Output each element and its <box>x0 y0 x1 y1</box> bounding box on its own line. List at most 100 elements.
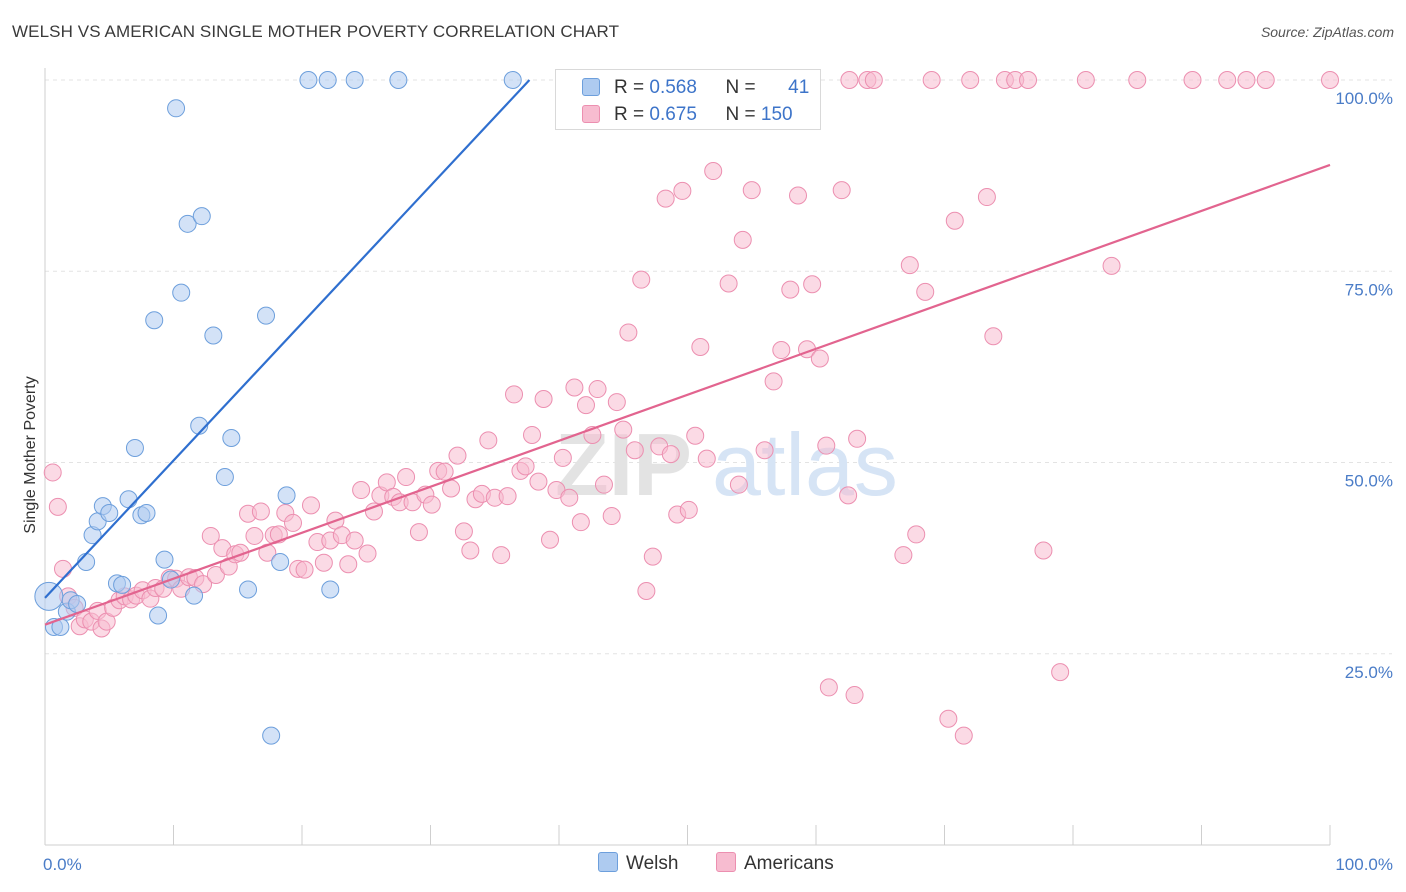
americans-point <box>733 230 752 249</box>
americans-point <box>479 431 498 450</box>
americans-point <box>945 211 964 230</box>
americans-point <box>686 426 705 445</box>
americans-point <box>448 446 467 465</box>
americans-point <box>819 678 838 697</box>
americans-point <box>845 686 864 705</box>
americans-point <box>1218 71 1237 89</box>
americans-point <box>961 71 980 89</box>
americans-point <box>781 280 800 299</box>
welsh-point <box>113 575 132 594</box>
americans-point <box>679 500 698 519</box>
bottom-americans-swatch <box>716 852 736 872</box>
bottom-welsh-label: Welsh <box>626 853 679 874</box>
americans-point <box>245 526 264 545</box>
welsh-point <box>192 207 211 226</box>
americans-point <box>848 429 867 448</box>
americans-point <box>588 380 607 399</box>
americans-point <box>832 181 851 200</box>
americans-point <box>284 513 303 532</box>
americans-point <box>632 270 651 289</box>
y-axis-label: Single Mother Poverty <box>22 376 39 533</box>
americans-point <box>1019 71 1038 89</box>
americans-point <box>301 496 320 515</box>
tick-labels: 25.0% 50.0% 75.0% 100.0% 0.0% 100.0% <box>43 89 1393 874</box>
americans-point <box>53 559 72 578</box>
welsh-point <box>172 283 191 302</box>
americans-r-value: 0.675 <box>649 104 697 125</box>
americans-point <box>764 372 783 391</box>
y-tick-label: 50.0% <box>1345 472 1393 491</box>
americans-point <box>839 486 858 505</box>
welsh-point <box>100 503 119 522</box>
americans-point <box>894 546 913 565</box>
americans-point <box>422 495 441 514</box>
americans-point <box>352 481 371 500</box>
americans-point <box>397 468 416 487</box>
americans-point <box>625 441 644 460</box>
americans-point <box>1321 71 1339 89</box>
americans-point <box>576 396 595 415</box>
chart-title: WELSH VS AMERICAN SINGLE MOTHER POVERTY … <box>12 22 620 41</box>
americans-point <box>454 522 473 541</box>
welsh-point <box>125 438 144 457</box>
americans-n-label: N = <box>725 104 756 125</box>
americans-point <box>673 181 692 200</box>
welsh-swatch <box>582 78 600 96</box>
welsh-point <box>185 586 204 605</box>
welsh-point <box>34 581 64 611</box>
americans-point <box>817 436 836 455</box>
americans-point <box>516 457 535 476</box>
americans-point <box>704 162 723 181</box>
y-tick-label: 25.0% <box>1345 663 1393 682</box>
welsh-point <box>503 71 522 89</box>
americans-point <box>661 445 680 464</box>
bottom-welsh-swatch <box>598 852 618 872</box>
americans-point <box>409 523 428 542</box>
welsh-points <box>34 71 522 745</box>
americans-point <box>789 186 808 205</box>
welsh-point <box>299 71 318 89</box>
americans-point <box>922 71 941 89</box>
americans-point <box>529 472 548 491</box>
americans-point <box>916 282 935 301</box>
americans-point <box>772 341 791 360</box>
americans-point <box>614 420 633 439</box>
welsh-point <box>277 486 296 505</box>
americans-point <box>729 475 748 494</box>
welsh-point <box>321 580 340 599</box>
americans-trend-line <box>44 163 1331 626</box>
americans-point <box>619 323 638 342</box>
welsh-n-value: 41 <box>788 77 810 98</box>
americans-point <box>742 181 761 200</box>
americans-point <box>565 378 584 397</box>
y-tick-label: 75.0% <box>1345 280 1393 299</box>
americans-point <box>48 497 67 516</box>
americans-point <box>954 726 973 745</box>
americans-point <box>345 531 364 550</box>
americans-point <box>534 390 553 409</box>
welsh-point <box>137 503 156 522</box>
americans-point <box>523 425 542 444</box>
correlation-legend: R = 0.568 N = 41 R = 0.675 N = 150 <box>555 69 821 130</box>
gridlines <box>45 79 1392 655</box>
americans-point <box>643 547 662 566</box>
americans-r-label: R = <box>614 104 645 125</box>
welsh-point <box>145 311 164 330</box>
americans-point <box>435 462 454 481</box>
americans-point <box>691 337 710 356</box>
americans-point <box>492 546 511 565</box>
americans-point <box>607 393 626 412</box>
americans-point <box>339 555 358 574</box>
welsh-point <box>222 429 241 448</box>
americans-point <box>201 526 220 545</box>
americans-point <box>656 189 675 208</box>
americans-point <box>553 448 572 467</box>
americans-point <box>251 502 270 521</box>
welsh-r-label: R = <box>614 77 645 98</box>
welsh-r-value: 0.568 <box>649 77 697 98</box>
welsh-point <box>119 490 138 509</box>
americans-point <box>984 327 1003 346</box>
americans-point <box>461 541 480 560</box>
americans-point <box>571 513 590 532</box>
